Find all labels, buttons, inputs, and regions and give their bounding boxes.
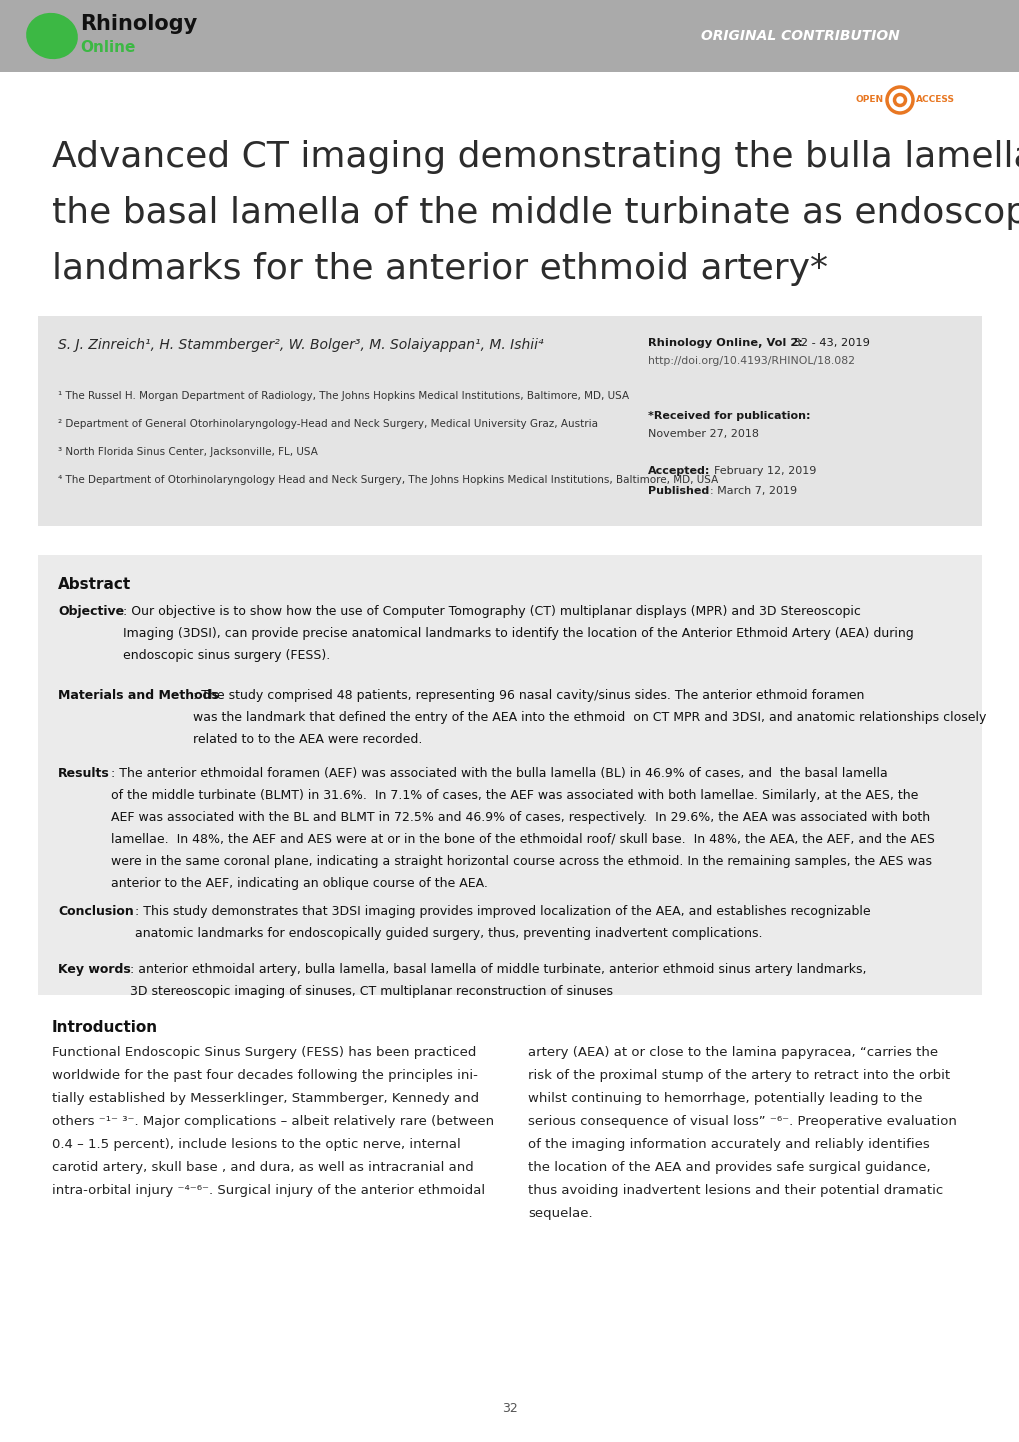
Text: ¹ The Russel H. Morgan Department of Radiology, The Johns Hopkins Medical Instit: ¹ The Russel H. Morgan Department of Rad… — [58, 391, 629, 401]
Text: worldwide for the past four decades following the principles ini-: worldwide for the past four decades foll… — [52, 1069, 478, 1082]
Text: Published: Published — [647, 486, 708, 496]
Text: the location of the AEA and provides safe surgical guidance,: the location of the AEA and provides saf… — [528, 1161, 929, 1174]
Text: ² Department of General Otorhinolaryngology-Head and Neck Surgery, Medical Unive: ² Department of General Otorhinolaryngol… — [58, 420, 597, 430]
Text: landmarks for the anterior ethmoid artery*: landmarks for the anterior ethmoid arter… — [52, 252, 827, 286]
Text: Accepted:: Accepted: — [647, 466, 709, 476]
Circle shape — [894, 95, 905, 105]
Text: Online: Online — [79, 40, 136, 55]
Text: 0.4 – 1.5 percent), include lesions to the optic nerve, internal: 0.4 – 1.5 percent), include lesions to t… — [52, 1138, 461, 1151]
Text: : Our objective is to show how the use of Computer Tomography (CT) multiplanar d: : Our objective is to show how the use o… — [123, 606, 913, 662]
Text: : The anterior ethmoidal foramen (AEF) was associated with the bulla lamella (BL: : The anterior ethmoidal foramen (AEF) w… — [111, 767, 934, 890]
FancyBboxPatch shape — [0, 0, 1019, 72]
Text: *Received for publication:: *Received for publication: — [647, 411, 810, 421]
Text: : The study comprised 48 patients, representing 96 nasal cavity/sinus sides. The: : The study comprised 48 patients, repre… — [193, 689, 985, 746]
Text: tially established by Messerklinger, Stammberger, Kennedy and: tially established by Messerklinger, Sta… — [52, 1092, 479, 1105]
Text: thus avoiding inadvertent lesions and their potential dramatic: thus avoiding inadvertent lesions and th… — [528, 1184, 943, 1197]
FancyBboxPatch shape — [38, 316, 981, 526]
Text: carotid artery, skull base , and dura, as well as intracranial and: carotid artery, skull base , and dura, a… — [52, 1161, 473, 1174]
Text: http://doi.org/10.4193/RHINOL/18.082: http://doi.org/10.4193/RHINOL/18.082 — [647, 356, 854, 366]
Ellipse shape — [26, 13, 77, 59]
Text: S. J. Zinreich¹, H. Stammberger², W. Bolger³, M. Solaiyappan¹, M. Ishii⁴: S. J. Zinreich¹, H. Stammberger², W. Bol… — [58, 337, 543, 352]
Text: Key words: Key words — [58, 963, 130, 976]
Text: intra-orbital injury ⁻⁴⁻⁶⁻. Surgical injury of the anterior ethmoidal: intra-orbital injury ⁻⁴⁻⁶⁻. Surgical inj… — [52, 1184, 485, 1197]
Text: : March 7, 2019: : March 7, 2019 — [709, 486, 796, 496]
Circle shape — [887, 87, 912, 112]
Text: serious consequence of visual loss” ⁻⁶⁻. Preoperative evaluation: serious consequence of visual loss” ⁻⁶⁻.… — [528, 1115, 956, 1128]
Text: Rhinology: Rhinology — [79, 14, 197, 35]
Text: Abstract: Abstract — [58, 577, 131, 593]
Text: 32 - 43, 2019: 32 - 43, 2019 — [790, 337, 869, 348]
Text: sequelae.: sequelae. — [528, 1207, 592, 1220]
Text: February 12, 2019: February 12, 2019 — [713, 466, 815, 476]
Text: others ⁻¹⁻ ³⁻. Major complications – albeit relatively rare (between: others ⁻¹⁻ ³⁻. Major complications – alb… — [52, 1115, 493, 1128]
Text: Introduction: Introduction — [52, 1019, 158, 1035]
Text: the basal lamella of the middle turbinate as endoscopic: the basal lamella of the middle turbinat… — [52, 196, 1019, 231]
Text: 32: 32 — [501, 1402, 518, 1415]
Text: Objective: Objective — [58, 606, 124, 619]
Text: Materials and Methods: Materials and Methods — [58, 689, 219, 702]
Text: artery (AEA) at or close to the lamina papyracea, “carries the: artery (AEA) at or close to the lamina p… — [528, 1045, 937, 1058]
Text: Advanced CT imaging demonstrating the bulla lamella and: Advanced CT imaging demonstrating the bu… — [52, 140, 1019, 174]
Text: ³ North Florida Sinus Center, Jacksonville, FL, USA: ³ North Florida Sinus Center, Jacksonvil… — [58, 447, 318, 457]
Text: ACCESS: ACCESS — [915, 95, 954, 104]
Text: of the imaging information accurately and reliably identifies: of the imaging information accurately an… — [528, 1138, 929, 1151]
Text: whilst continuing to hemorrhage, potentially leading to the: whilst continuing to hemorrhage, potenti… — [528, 1092, 921, 1105]
Text: risk of the proximal stump of the artery to retract into the orbit: risk of the proximal stump of the artery… — [528, 1069, 949, 1082]
Text: Results: Results — [58, 767, 110, 780]
Text: OPEN: OPEN — [855, 95, 883, 104]
Text: Functional Endoscopic Sinus Surgery (FESS) has been practiced: Functional Endoscopic Sinus Surgery (FES… — [52, 1045, 476, 1058]
Text: November 27, 2018: November 27, 2018 — [647, 430, 758, 438]
Text: ORIGINAL CONTRIBUTION: ORIGINAL CONTRIBUTION — [700, 29, 899, 43]
Text: Rhinology Online, Vol 2:: Rhinology Online, Vol 2: — [647, 337, 802, 348]
Text: : This study demonstrates that 3DSI imaging provides improved localization of th: : This study demonstrates that 3DSI imag… — [135, 906, 870, 940]
Text: : anterior ethmoidal artery, bulla lamella, basal lamella of middle turbinate, a: : anterior ethmoidal artery, bulla lamel… — [129, 963, 866, 998]
Text: Conclusion: Conclusion — [58, 906, 133, 919]
FancyBboxPatch shape — [38, 555, 981, 995]
Text: ⁴ The Department of Otorhinolaryngology Head and Neck Surgery, The Johns Hopkins: ⁴ The Department of Otorhinolaryngology … — [58, 474, 717, 485]
